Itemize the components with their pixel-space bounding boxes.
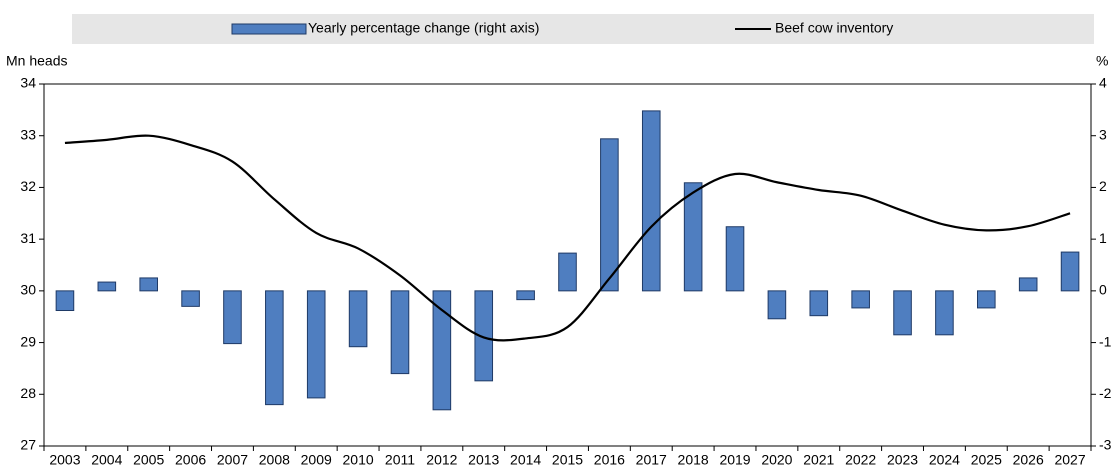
- y2-tick-label: 3: [1099, 126, 1107, 142]
- x-tick-label: 2020: [761, 452, 792, 468]
- x-tick-label: 2024: [929, 452, 960, 468]
- y2-tick-label: 2: [1099, 178, 1107, 194]
- x-tick-label: 2011: [385, 452, 415, 468]
- y2-tick-label: -1: [1099, 333, 1111, 349]
- bar: [306, 290, 326, 399]
- bar: [139, 277, 158, 292]
- x-tick-label: 2019: [719, 452, 750, 468]
- x-tick-label: 2017: [636, 452, 667, 468]
- legend-box: [72, 14, 1094, 44]
- x-tick-label: 2022: [845, 452, 876, 468]
- y2-axis-label: %: [1096, 53, 1108, 69]
- y-tick-label: 33: [20, 126, 36, 142]
- x-tick-label: 2012: [426, 452, 457, 468]
- bar: [223, 290, 242, 345]
- x-tick-label: 2005: [133, 452, 164, 468]
- x-tick-label: 2015: [552, 452, 583, 468]
- bar: [558, 252, 577, 292]
- x-tick-label: 2006: [175, 452, 206, 468]
- y-tick-label: 29: [20, 333, 36, 349]
- y-tick-label: 32: [20, 178, 36, 194]
- y-tick-label: 31: [20, 230, 36, 246]
- legend-label: Beef cow inventory: [775, 20, 893, 36]
- x-tick-label: 2013: [468, 452, 499, 468]
- bar: [474, 290, 494, 382]
- x-tick-label: 2026: [1013, 452, 1044, 468]
- bar: [265, 290, 284, 406]
- x-tick-label: 2009: [301, 452, 332, 468]
- line: [64, 134, 1071, 342]
- y2-tick-label: 4: [1099, 75, 1107, 91]
- bar: [181, 290, 200, 307]
- y-tick-label: 34: [20, 75, 36, 91]
- y2-tick-label: 1: [1099, 230, 1107, 246]
- bar: [683, 182, 703, 292]
- y-tick-label: 27: [20, 437, 36, 453]
- legend-swatch: [231, 23, 307, 35]
- bar: [809, 290, 829, 317]
- y-tick-label: 28: [20, 385, 36, 401]
- y2-tick-label: 0: [1099, 282, 1107, 298]
- x-tick-label: 2007: [217, 452, 248, 468]
- x-tick-label: 2003: [49, 452, 80, 468]
- x-tick-label: 2027: [1054, 452, 1085, 468]
- y-tick-label: 30: [20, 282, 36, 298]
- bar: [432, 290, 452, 411]
- bar: [600, 138, 619, 292]
- legend-label: Yearly percentage change (right axis): [308, 20, 539, 36]
- y2-tick-label: -3: [1099, 437, 1111, 453]
- x-tick-label: 2023: [887, 452, 918, 468]
- bar: [935, 290, 954, 336]
- bar: [55, 290, 75, 312]
- y2-tick-label: -2: [1099, 385, 1111, 401]
- bar: [348, 290, 368, 348]
- y-axis-label: Mn heads: [6, 53, 67, 69]
- bar: [977, 290, 996, 309]
- bar: [893, 290, 912, 336]
- x-tick-label: 2018: [678, 452, 709, 468]
- bar: [1018, 277, 1038, 292]
- x-tick-label: 2025: [971, 452, 1002, 468]
- bar: [725, 226, 745, 292]
- bar: [516, 290, 535, 301]
- x-tick-label: 2004: [91, 452, 122, 468]
- bar: [767, 290, 787, 320]
- x-tick-label: 2014: [510, 452, 541, 468]
- x-tick-label: 2021: [803, 452, 834, 468]
- x-tick-label: 2016: [594, 452, 625, 468]
- x-tick-label: 2010: [343, 452, 374, 468]
- bar: [641, 110, 661, 292]
- bar: [851, 290, 870, 309]
- bar: [390, 290, 410, 375]
- bar: [97, 281, 117, 292]
- x-tick-label: 2008: [259, 452, 290, 468]
- bar: [1060, 251, 1080, 292]
